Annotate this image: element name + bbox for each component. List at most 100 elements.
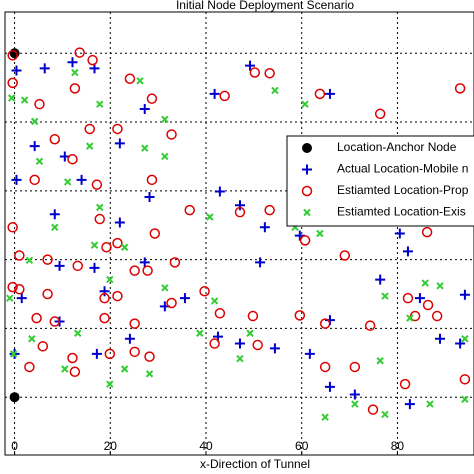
data-point [142, 265, 153, 276]
data-point [25, 256, 34, 265]
data-point [206, 213, 214, 221]
data-point [67, 153, 78, 165]
data-point [145, 370, 154, 378]
data-point [214, 186, 225, 197]
data-point [114, 217, 125, 228]
data-point [24, 361, 35, 373]
data-point [381, 410, 389, 419]
data-point [91, 179, 103, 190]
x-tick-label: 20 [104, 439, 118, 453]
data-point [319, 318, 331, 329]
data-point [304, 348, 315, 359]
data-point [49, 316, 61, 327]
data-point [114, 138, 125, 149]
data-point [161, 152, 169, 161]
x-tick-label: 60 [295, 439, 309, 453]
data-point [99, 292, 110, 304]
data-point [141, 144, 149, 152]
data-point [461, 395, 469, 403]
data-point [454, 83, 466, 94]
data-point [406, 314, 414, 322]
x-tick-label: 80 [391, 439, 405, 453]
data-point [89, 262, 100, 273]
data-point [7, 222, 18, 233]
data-point [76, 174, 87, 185]
data-point [234, 206, 246, 218]
data-point [35, 157, 44, 165]
data-point [301, 100, 309, 108]
data-point [112, 237, 123, 249]
data-point [124, 73, 136, 84]
data-point [351, 400, 359, 408]
data-point [349, 389, 360, 400]
data-point [149, 228, 161, 239]
data-point [74, 329, 82, 337]
data-point [139, 103, 150, 114]
data-point [169, 257, 181, 268]
data-point [431, 310, 443, 322]
data-point [236, 354, 244, 363]
data-point [394, 228, 405, 239]
legend-label: Estiamted Location-Prop [337, 183, 469, 197]
data-point [299, 235, 311, 246]
legend-marker [302, 164, 312, 175]
data-point [31, 312, 42, 324]
data-point [14, 283, 25, 295]
data-point [90, 241, 99, 249]
data-point [37, 341, 49, 352]
data-point [402, 292, 414, 304]
data-point [63, 178, 72, 186]
data-point [94, 213, 106, 225]
data-point [9, 48, 20, 59]
legend-label: Location-Anchor Node [337, 140, 457, 154]
data-point [339, 250, 351, 261]
data-point [146, 174, 158, 186]
data-point [129, 346, 140, 358]
data-point [11, 174, 22, 185]
data-point [364, 320, 376, 331]
data-point [146, 93, 158, 104]
data-point [264, 67, 275, 79]
data-point [144, 351, 155, 362]
data-point [367, 404, 379, 415]
data-point [179, 293, 190, 304]
legend-label: Estiamted Location-Exis [337, 205, 466, 219]
data-point [264, 204, 275, 216]
data-point [120, 365, 129, 373]
data-point [124, 333, 135, 344]
data-point [196, 329, 204, 337]
data-point [199, 286, 210, 297]
legend-marker [301, 185, 313, 197]
data-point [91, 348, 102, 359]
data-point [166, 129, 177, 140]
data-point [324, 88, 335, 99]
data-point [381, 292, 389, 300]
data-point [96, 100, 104, 108]
data-point [89, 63, 100, 74]
data-point [314, 88, 326, 100]
legend-marker [303, 208, 311, 217]
data-point [459, 374, 471, 385]
data-point [461, 335, 469, 343]
data-point [99, 312, 110, 324]
data-point [421, 226, 433, 238]
data-point [435, 333, 446, 344]
data-point [271, 86, 279, 95]
data-point [321, 413, 329, 421]
data-point [316, 229, 324, 238]
data-point [72, 260, 83, 272]
data-point [129, 265, 140, 276]
data-point [214, 308, 226, 319]
data-point [252, 339, 263, 351]
data-point [9, 392, 20, 403]
data-point [30, 117, 39, 126]
data-point [87, 54, 98, 66]
data-point [421, 279, 429, 287]
data-point [69, 366, 81, 378]
data-point [374, 108, 386, 120]
data-point [84, 123, 95, 135]
data-point [74, 47, 85, 58]
data-point [49, 134, 61, 145]
